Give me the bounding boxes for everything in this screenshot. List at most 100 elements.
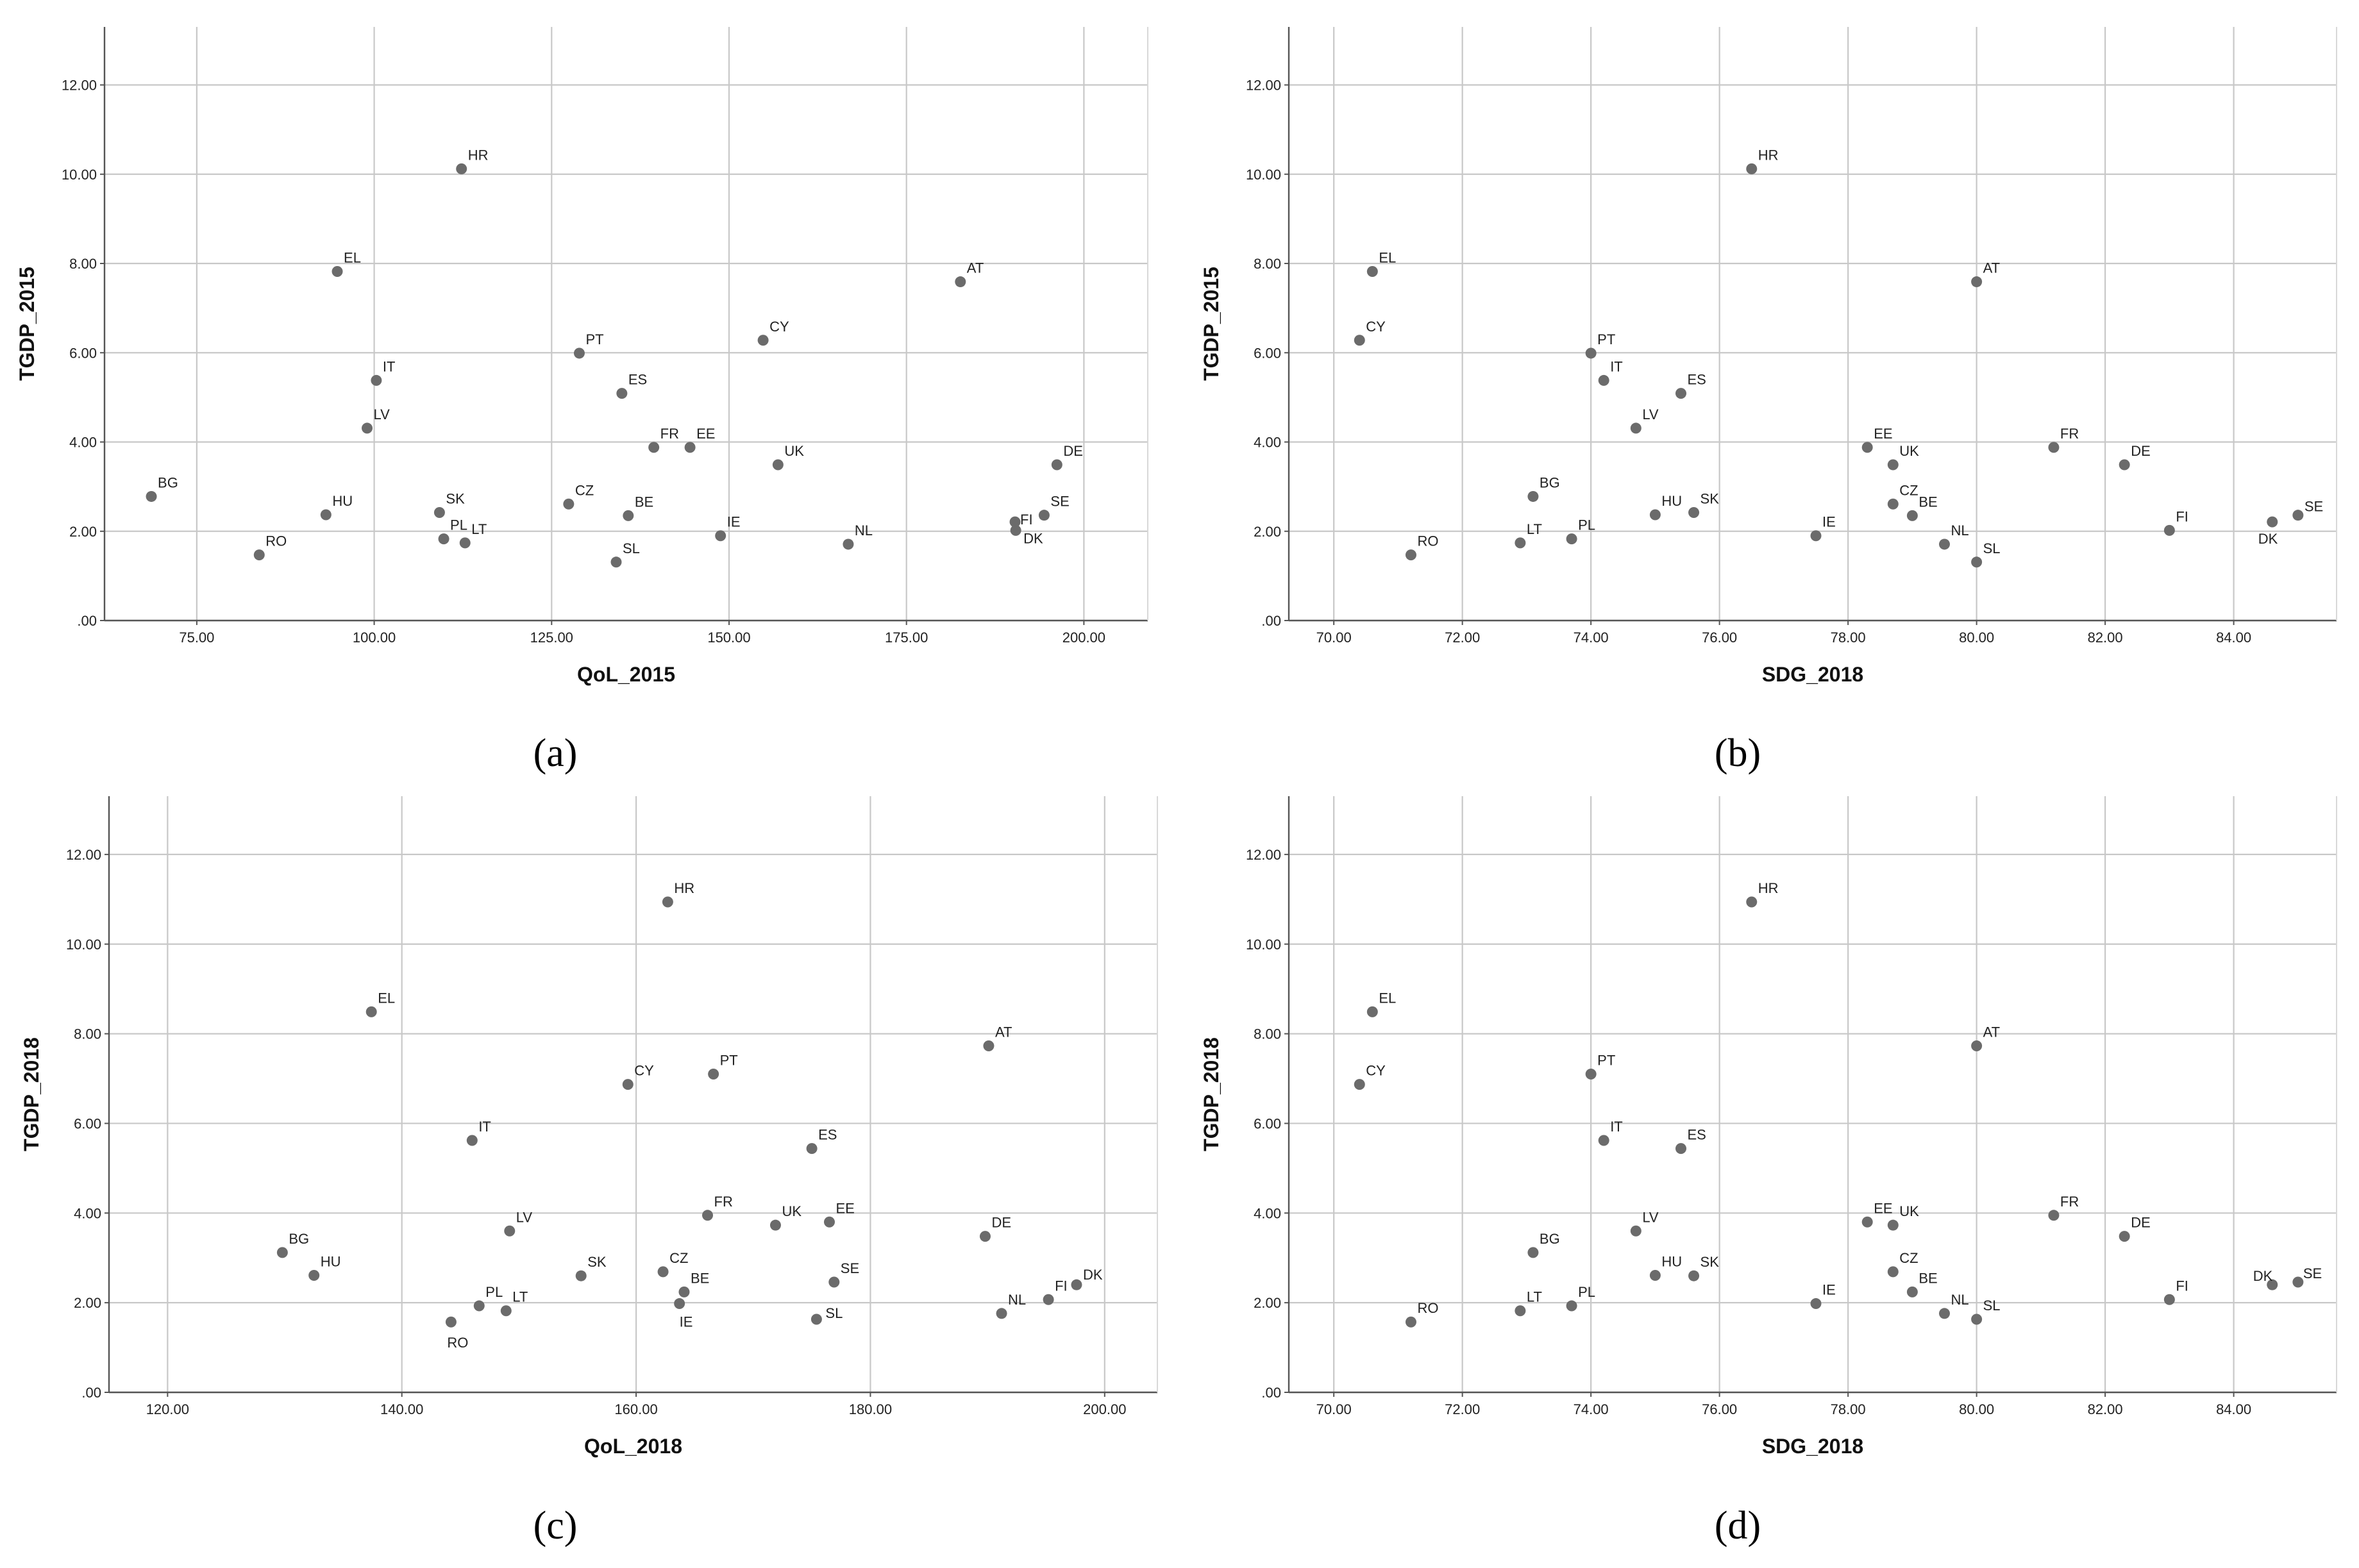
point-label-ro: RO xyxy=(265,533,287,549)
x-tick-label: 75.00 xyxy=(179,630,214,646)
point-label-it: IT xyxy=(1610,1119,1623,1135)
point-label-ee: EE xyxy=(696,426,715,442)
point-label-lt: LT xyxy=(1527,521,1542,537)
point-label-es: ES xyxy=(1687,372,1706,388)
y-tick-label: 4.00 xyxy=(69,435,97,451)
data-point-be xyxy=(623,510,634,521)
point-label-pt: PT xyxy=(585,331,603,347)
point-label-lv: LV xyxy=(1642,406,1659,422)
x-axis-title: QoL_2015 xyxy=(577,663,675,686)
data-point-el xyxy=(365,1006,377,1017)
data-point-nl xyxy=(1939,1308,1951,1319)
data-point-cy xyxy=(757,335,769,346)
data-point-fi xyxy=(2163,524,2175,536)
data-point-hr xyxy=(662,896,673,908)
point-label-dk: DK xyxy=(1083,1267,1103,1283)
point-label-ro: RO xyxy=(1417,1300,1438,1316)
y-tick-label: 4.00 xyxy=(1254,435,1281,451)
point-label-es: ES xyxy=(628,372,647,388)
data-point-de xyxy=(2119,1231,2130,1242)
scatter-panel-c: .00 2.00 4.00 6.00 8.00 10.00 12.00 120.00 140.0… xyxy=(20,796,1158,1547)
y-axis-title: TGDP_2015 xyxy=(1200,267,1223,381)
point-label-lv: LV xyxy=(374,406,390,422)
point-label-nl: NL xyxy=(855,522,873,538)
point-label-pl: PL xyxy=(1578,1284,1595,1300)
point-label-bg: BG xyxy=(289,1231,309,1247)
data-point-cz xyxy=(1887,1266,1899,1278)
point-label-ie: IE xyxy=(727,514,741,530)
point-label-sk: SK xyxy=(446,491,465,507)
point-label-at: AT xyxy=(995,1024,1012,1040)
x-tick-label: 82.00 xyxy=(2088,1401,2123,1417)
x-tick-label: 125.00 xyxy=(530,630,573,646)
point-label-de: DE xyxy=(991,1215,1011,1231)
data-point-bg xyxy=(1527,1247,1539,1258)
point-label-el: EL xyxy=(378,990,395,1006)
data-point-ro xyxy=(445,1316,457,1328)
point-label-pt: PT xyxy=(1597,1053,1615,1069)
y-tick-label: 10.00 xyxy=(1246,937,1281,953)
data-point-se xyxy=(2292,510,2304,521)
data-point-sk xyxy=(1688,1270,1700,1281)
data-point-cz xyxy=(1887,498,1899,510)
x-tick-label: 76.00 xyxy=(1702,630,1737,646)
point-label-bg: BG xyxy=(158,474,178,490)
data-point-pl xyxy=(1566,533,1577,545)
y-tick-label: 6.00 xyxy=(1254,1115,1281,1131)
point-label-dk: DK xyxy=(2258,531,2278,547)
data-point-pt xyxy=(1585,347,1597,359)
point-label-ro: RO xyxy=(447,1335,468,1351)
data-point-ro xyxy=(1405,1316,1416,1328)
point-label-hu: HU xyxy=(321,1253,341,1269)
data-point-es xyxy=(1675,388,1686,399)
panel-caption: (d) xyxy=(1715,1504,1761,1547)
panel-caption: (c) xyxy=(533,1504,578,1547)
x-tick-label: 80.00 xyxy=(1959,1401,1994,1417)
point-label-it: IT xyxy=(1610,358,1623,374)
point-label-de: DE xyxy=(2131,1215,2151,1231)
data-point-sl xyxy=(810,1314,822,1325)
y-tick-label: 2.00 xyxy=(1254,524,1281,540)
data-point-it xyxy=(371,374,382,386)
x-tick-label: 200.00 xyxy=(1083,1401,1126,1417)
data-point-ee xyxy=(1861,1216,1873,1228)
point-label-ro: RO xyxy=(1417,533,1438,549)
point-label-nl: NL xyxy=(1008,1292,1026,1308)
data-point-fr xyxy=(2048,442,2060,453)
point-label-lt: LT xyxy=(471,521,487,537)
data-point-pt xyxy=(573,347,585,359)
data-point-dk xyxy=(2267,516,2278,528)
data-point-cy xyxy=(1354,335,1365,346)
x-tick-label: 70.00 xyxy=(1316,630,1352,646)
data-point-es xyxy=(806,1143,818,1155)
point-label-cy: CY xyxy=(1366,319,1386,335)
point-label-uk: UK xyxy=(1899,443,1919,459)
point-label-hr: HR xyxy=(674,880,694,896)
y-tick-label: 12.00 xyxy=(66,847,101,863)
x-tick-label: 84.00 xyxy=(2216,1401,2251,1417)
data-point-uk xyxy=(1887,459,1899,471)
x-tick-label: 100.00 xyxy=(353,630,396,646)
x-axis-title: QoL_2018 xyxy=(584,1435,682,1458)
data-point-it xyxy=(1598,374,1609,386)
point-label-it: IT xyxy=(383,358,396,374)
y-tick-label: 10.00 xyxy=(1246,167,1281,183)
data-point-hu xyxy=(1649,509,1661,521)
point-label-sl: SL xyxy=(1983,540,2001,556)
data-point-uk xyxy=(1887,1219,1899,1231)
point-label-ie: IE xyxy=(1822,514,1836,530)
point-label-sk: SK xyxy=(1700,491,1720,507)
point-label-pl: PL xyxy=(1578,517,1595,533)
y-axis-title: TGDP_2018 xyxy=(20,1037,43,1151)
data-point-hr xyxy=(1746,163,1758,174)
x-tick-label: 82.00 xyxy=(2088,630,2123,646)
y-tick-label: 12.00 xyxy=(1246,847,1281,863)
y-tick-label: 4.00 xyxy=(1254,1205,1281,1221)
data-point-cy xyxy=(622,1079,634,1090)
point-label-lt: LT xyxy=(512,1289,528,1305)
y-axis-title: TGDP_2018 xyxy=(1200,1037,1223,1151)
data-point-hu xyxy=(320,509,332,521)
data-point-hu xyxy=(308,1269,320,1281)
